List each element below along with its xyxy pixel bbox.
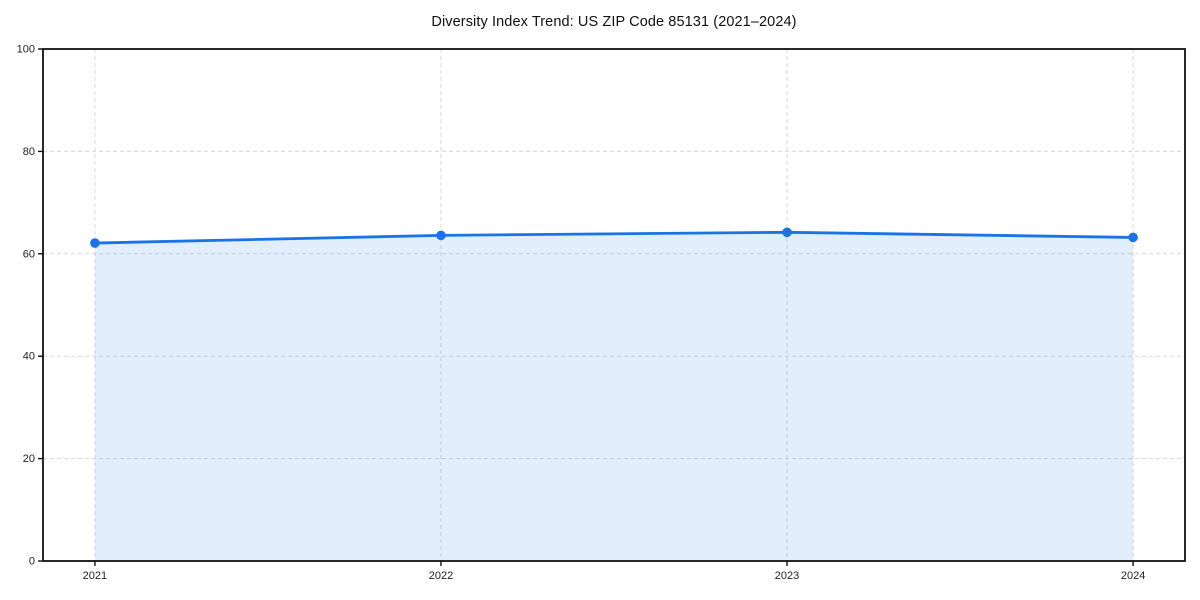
series-line: [93, 230, 1135, 245]
series-area-fill: [94, 232, 1134, 561]
data-point: [90, 238, 100, 248]
data-point: [1128, 232, 1138, 243]
data-point: [436, 230, 446, 241]
data-point: [782, 227, 792, 238]
x-tick-label: 2022: [429, 570, 453, 582]
y-tick-label: 60: [23, 248, 35, 260]
y-tick-label: 40: [23, 351, 35, 363]
x-tick-label: 2021: [83, 570, 107, 582]
plot-border: [42, 48, 1186, 562]
x-tick-label: 2024: [1121, 570, 1145, 582]
y-tick-label: 80: [23, 146, 35, 158]
y-tick-label: 20: [23, 453, 35, 465]
y-tick-label: 0: [29, 556, 35, 568]
chart-title: Diversity Index Trend: US ZIP Code 85131…: [431, 14, 797, 30]
y-tick-label: 100: [17, 44, 35, 56]
x-tick-label: 2023: [775, 570, 799, 582]
